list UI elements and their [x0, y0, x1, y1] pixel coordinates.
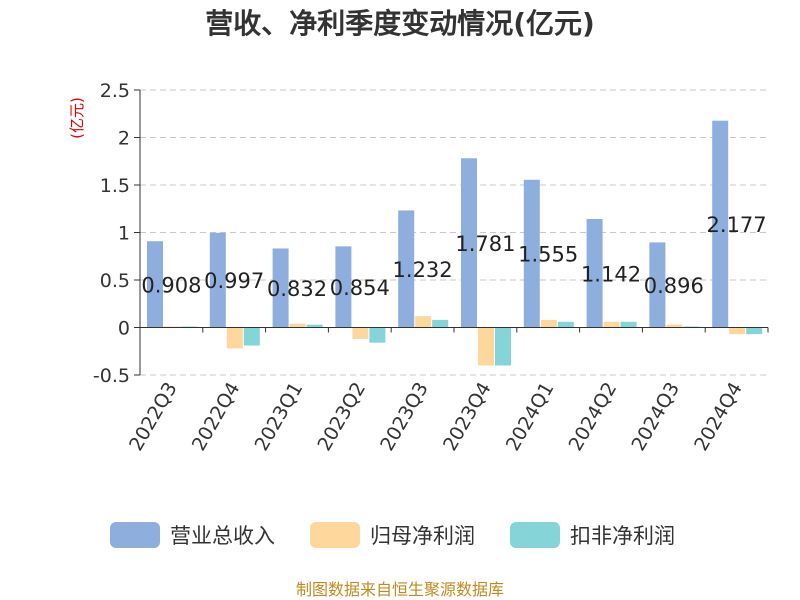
- bars: [147, 120, 763, 366]
- bar-0-4: [398, 210, 415, 328]
- bar-2-6: [557, 321, 574, 328]
- bar-0-6: [523, 179, 540, 328]
- y-tick-label: 0: [118, 318, 130, 340]
- bar-1-2: [289, 323, 306, 328]
- bar-0-0: [147, 241, 163, 328]
- y-tick-label: 0.5: [100, 270, 130, 292]
- legend: 营业总收入 归母净利润 扣非净利润: [110, 522, 675, 548]
- x-tick-label: 2024Q1: [502, 379, 559, 455]
- legend-swatch: [110, 522, 160, 548]
- bar-2-1: [243, 327, 260, 346]
- bar-0-7: [586, 219, 603, 328]
- x-tick-label: 2024Q3: [627, 379, 684, 455]
- x-tick-label: 2022Q4: [188, 379, 245, 455]
- data-label: 0.896: [644, 274, 704, 298]
- x-tick-label: 2024Q4: [690, 379, 747, 455]
- data-label: 1.142: [581, 262, 641, 286]
- bar-2-9: [746, 327, 763, 335]
- gridlines: [140, 89, 768, 376]
- legend-swatch: [510, 522, 560, 548]
- data-label: 0.832: [267, 277, 327, 301]
- bar-0-9: [712, 120, 729, 328]
- x-tick-label: 2022Q3: [125, 379, 182, 455]
- bar-0-8: [649, 242, 666, 328]
- bar-2-3: [369, 327, 386, 343]
- legend-label: 归母净利润: [370, 524, 475, 548]
- y-tick-label: 2.5: [100, 80, 130, 102]
- y-tick-label: 2: [118, 128, 130, 150]
- bar-0-3: [335, 246, 352, 328]
- x-axis: 2022Q3 2022Q4 2023Q1 2023Q2 2023Q3 2023Q4 2024…: [125, 327, 769, 455]
- bar-0-2: [272, 248, 289, 328]
- legend-swatch: [310, 522, 360, 548]
- bar-1-7: [603, 321, 620, 328]
- y-tick-label: 1.5: [100, 175, 130, 197]
- bar-0-5: [461, 158, 477, 328]
- y-axis: 2.5 2 1.5 1 0.5 0 -0.5: [93, 80, 140, 387]
- data-label: 0.908: [141, 273, 201, 297]
- legend-label: 营业总收入: [170, 524, 275, 548]
- bar-2-7: [620, 321, 637, 328]
- chart-title: 营收、净利季度变动情况(亿元): [205, 7, 595, 40]
- source-note: 制图数据来自恒生聚源数据库: [296, 580, 504, 599]
- bar-1-5: [478, 327, 494, 366]
- x-tick-label: 2023Q3: [376, 379, 433, 455]
- y-tick-label: 1: [118, 223, 130, 245]
- data-label: 2.177: [707, 213, 767, 237]
- bar-2-4: [432, 319, 449, 328]
- y-tick-label: -0.5: [93, 365, 130, 387]
- data-label: 0.854: [330, 276, 390, 300]
- bar-2-2: [306, 324, 323, 328]
- x-tick-label: 2023Q4: [439, 379, 496, 455]
- x-tick-label: 2024Q2: [565, 379, 622, 455]
- bar-1-8: [666, 324, 683, 328]
- bar-1-6: [540, 319, 557, 328]
- bar-1-3: [352, 327, 369, 339]
- data-label: 0.997: [204, 269, 264, 293]
- bar-1-9: [729, 327, 746, 335]
- data-label: 1.781: [455, 232, 515, 256]
- legend-label: 扣非净利润: [570, 524, 675, 548]
- data-label: 1.555: [518, 243, 578, 267]
- x-tick-label: 2023Q1: [251, 379, 308, 455]
- bar-1-1: [226, 327, 243, 349]
- y-unit-label: (亿元): [68, 97, 86, 139]
- bar-1-4: [415, 316, 432, 328]
- data-label: 1.232: [393, 258, 453, 282]
- bar-0-1: [209, 232, 226, 328]
- bar-2-5: [495, 327, 511, 366]
- x-tick-label: 2023Q2: [313, 379, 370, 455]
